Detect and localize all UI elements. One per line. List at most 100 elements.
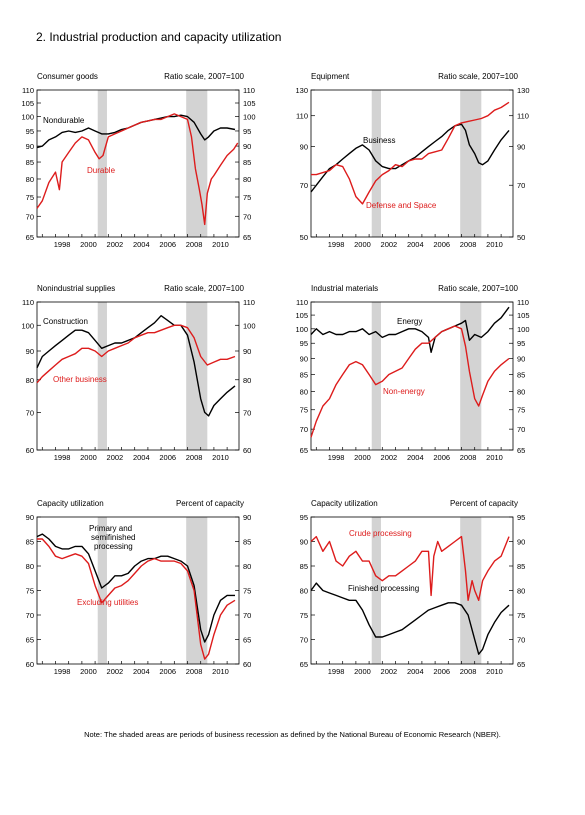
y-tick-label-right: 80 [243,376,251,385]
y-tick-label-right: 75 [243,193,251,202]
y-tick-label-left: 70 [300,636,308,645]
y-tick-label-left: 95 [26,127,34,136]
y-tick-label-right: 95 [517,339,525,348]
y-tick-label-left: 90 [26,513,34,522]
recession-band [186,90,208,237]
y-tick-label-right: 65 [243,233,251,242]
series-line [36,533,235,643]
y-tick-label-left: 70 [26,212,34,221]
panel-nonindustrial-supplies: Nonindustrial supplies Ratio scale, 2007=… [21,284,255,462]
y-tick-label-right: 85 [517,562,525,571]
y-tick-label-left: 70 [26,611,34,620]
y-tick-label-right: 100 [243,321,256,330]
x-tick-label: 2008 [460,453,477,462]
x-tick-label: 2000 [354,453,371,462]
y-tick-label-right: 90 [517,538,525,547]
x-tick-label: 2002 [381,453,398,462]
y-tick-label-left: 90 [300,354,308,363]
plot-frame [310,89,514,238]
x-tick-label: 2004 [407,240,424,249]
y-tick-label-right: 75 [243,587,251,596]
plot-frame [36,301,240,451]
y-tick-label-left: 70 [300,425,308,434]
x-tick-label: 2004 [133,240,150,249]
y-tick-label-left: 130 [295,86,308,95]
plot-frame [310,301,514,451]
series-line [310,325,510,438]
panel-title: Capacity utilization [311,499,378,508]
x-tick-label: 2000 [354,667,371,676]
x-tick-label: 2008 [460,240,477,249]
y-tick-label-right: 50 [517,233,525,242]
y-tick-label-left: 80 [300,587,308,596]
series-label: Business [363,136,395,145]
x-tick-label: 2008 [186,240,203,249]
x-tick-label: 1998 [54,667,71,676]
y-tick-label-right: 60 [243,446,251,455]
x-tick-label: 2002 [381,667,398,676]
series-label: Energy [397,317,422,326]
x-tick-label: 2006 [159,453,176,462]
series-label: Construction [43,317,88,326]
y-tick-label-right: 105 [517,311,530,320]
x-tick-label: 1998 [328,667,345,676]
y-tick-label-left: 105 [21,99,34,108]
series-label: Primary and semifinished processing [89,524,135,551]
x-tick-label: 2006 [433,453,450,462]
y-tick-label-right: 85 [243,158,251,167]
panel-title: Industrial materials [311,284,378,293]
y-tick-label-right: 100 [243,113,256,122]
x-tick-label: 2000 [80,240,97,249]
series-label: Defense and Space [366,201,437,210]
panel-title: Consumer goods [37,72,98,81]
y-tick-label-right: 65 [517,660,525,669]
recession-band [460,90,482,237]
series-label: Crude processing [349,529,412,538]
y-tick-label-left: 110 [296,112,308,121]
y-tick-label-left: 80 [300,388,308,397]
panel-consumer-goods: Consumer goods Ratio scale, 2007=100 65 65 7… [21,72,255,249]
y-tick-label-right: 95 [517,513,525,522]
x-tick-label: 1998 [54,453,71,462]
y-tick-label-left: 65 [300,446,308,455]
series-line [310,582,510,655]
y-tick-label-right: 90 [517,143,525,152]
y-tick-label-left: 50 [300,233,308,242]
y-tick-label-right: 70 [243,408,251,417]
y-tick-label-right: 70 [243,611,251,620]
y-tick-label-right: 130 [517,86,530,95]
x-tick-label: 1998 [328,453,345,462]
y-tick-label-left: 90 [26,347,34,356]
y-tick-label-right: 70 [517,636,525,645]
x-tick-label: 2010 [212,667,229,676]
series-line [310,123,510,193]
scale-note: Ratio scale, 2007=100 [438,284,518,293]
series-line [36,113,239,226]
x-tick-label: 2004 [407,667,424,676]
recession-band [97,90,107,237]
recession-band [371,90,381,237]
x-tick-label: 2010 [486,667,503,676]
plot-frame [36,516,240,665]
y-tick-label-left: 85 [300,371,308,380]
y-tick-label-left: 70 [300,181,308,190]
y-tick-label-left: 95 [300,513,308,522]
y-tick-label-left: 75 [26,587,34,596]
y-tick-label-right: 70 [517,181,525,190]
y-tick-label-right: 75 [517,611,525,620]
x-tick-label: 2006 [433,667,450,676]
x-tick-label: 2010 [212,453,229,462]
x-tick-label: 2002 [381,240,398,249]
x-tick-label: 2008 [186,453,203,462]
x-tick-label: 2004 [407,453,424,462]
recession-band [186,517,208,664]
y-tick-label-right: 85 [517,371,525,380]
x-tick-label: 2004 [133,453,150,462]
scale-note: Percent of capacity [450,499,518,508]
y-tick-label-left: 90 [26,142,34,151]
y-tick-label-right: 90 [243,347,251,356]
y-tick-label-left: 65 [26,636,34,645]
panel-equipment: Equipment Ratio scale, 2007=100 50 50 70 70 90… [295,72,529,249]
footnote: Note: The shaded areas are periods of bu… [84,730,501,739]
